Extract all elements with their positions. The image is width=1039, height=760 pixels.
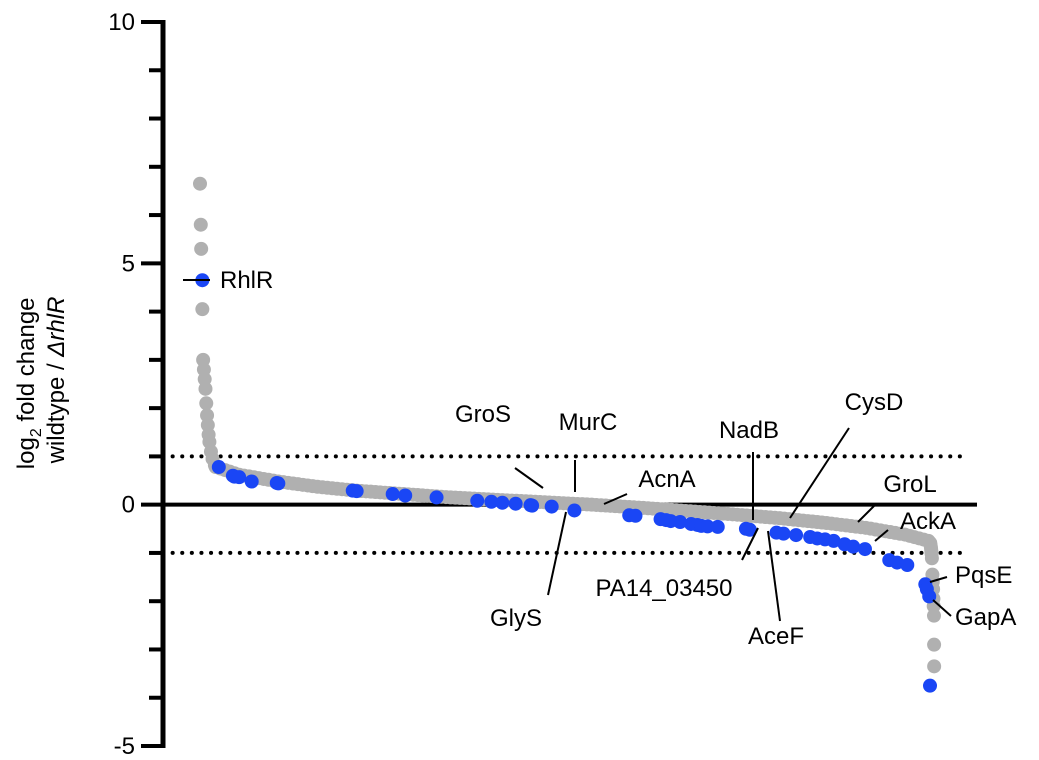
y-tick-label: 10 <box>108 9 135 36</box>
background-point <box>925 551 939 565</box>
highlight-point <box>789 528 803 542</box>
background-point <box>927 638 941 652</box>
background-point <box>199 396 213 410</box>
highlight-point <box>545 500 559 514</box>
y-axis-label: log2 fold change wildtype / ΔrhlR <box>13 291 70 469</box>
y-tick-label: 5 <box>122 250 135 277</box>
annotation-leader <box>515 468 543 488</box>
highlight-point <box>923 679 937 693</box>
highlight-point <box>509 497 523 511</box>
annotation-label: MurC <box>559 409 618 436</box>
background-point <box>195 302 209 316</box>
highlight-point <box>232 470 246 484</box>
annotation-label: GroL <box>883 471 936 498</box>
background-point <box>927 609 941 623</box>
background-point <box>194 218 208 232</box>
background-point <box>193 177 207 191</box>
annotation-label: CysD <box>845 389 904 416</box>
background-point <box>927 659 941 673</box>
annotation-label: AckA <box>900 508 956 535</box>
y-axis-ticks: 10 5 0 -5 <box>108 9 163 760</box>
highlight-point <box>628 509 642 523</box>
annotation-leader <box>548 512 566 595</box>
highlight-point <box>212 460 226 474</box>
annotation-leader <box>768 531 780 621</box>
highlight-point <box>777 527 791 541</box>
highlight-point <box>900 558 914 572</box>
annotation-label: PqsE <box>955 562 1012 589</box>
annotations: RhlR GroS MurC AcnA GlyS NadB CysD PA14_03450 Ac… <box>183 267 1016 650</box>
highlight-point <box>470 494 484 508</box>
highlight-point <box>525 499 539 513</box>
highlight-point <box>350 484 364 498</box>
background-point <box>194 242 208 256</box>
annotation-label: NadB <box>719 417 779 444</box>
highlight-point <box>711 520 725 534</box>
annotation-label: GapA <box>955 604 1016 631</box>
annotation-label: PA14_03450 <box>595 575 732 602</box>
highlight-point <box>858 542 872 556</box>
highlight-point <box>386 487 400 501</box>
highlight-point <box>430 490 444 504</box>
background-point <box>198 382 212 396</box>
highlight-point <box>271 476 285 490</box>
highlight-point <box>495 496 509 510</box>
y-tick-label: 0 <box>122 492 135 519</box>
highlight-point <box>398 488 412 502</box>
highlight-point <box>846 540 860 554</box>
annotation-label: GroS <box>455 401 511 428</box>
y-tick-label: -5 <box>114 733 135 760</box>
highlight-point <box>245 474 259 488</box>
annotation-label: GlyS <box>490 605 542 632</box>
annotation-leader <box>858 506 874 522</box>
annotation-label: AceF <box>748 623 804 650</box>
annotation-label: RhlR <box>220 267 273 294</box>
highlight-point <box>567 503 581 517</box>
annotation-label: AcnA <box>638 466 695 493</box>
